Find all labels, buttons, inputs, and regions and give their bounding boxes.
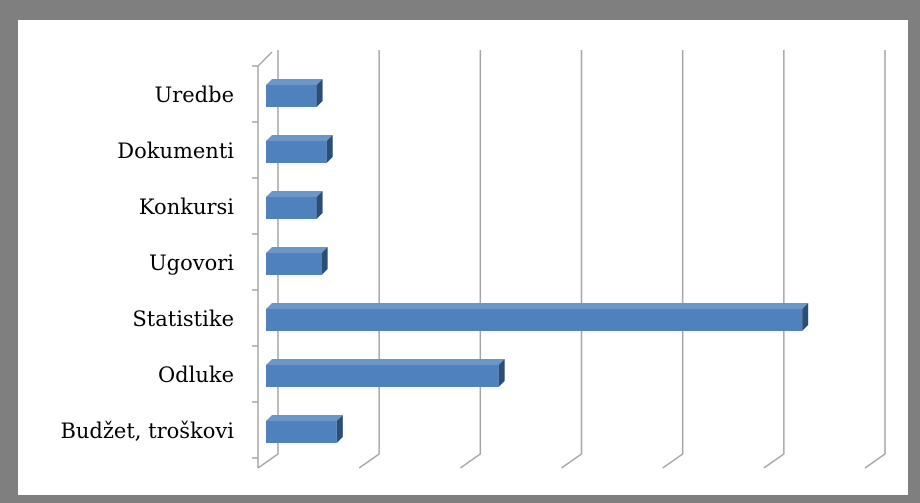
gridlines: [257, 50, 886, 469]
bar-2: [266, 197, 317, 219]
gridline-6: [864, 50, 886, 469]
category-label-2: Konkursi: [139, 195, 234, 219]
category-label-4: Statistike: [132, 307, 234, 331]
bar-5: [266, 365, 499, 387]
bar-top-2: [266, 191, 323, 197]
gridline-4: [662, 50, 684, 469]
category-label-3: Ugovori: [149, 251, 234, 275]
bar-1: [266, 141, 327, 163]
bar-top-0: [266, 79, 323, 85]
bar-side-0: [316, 79, 323, 107]
bar-side-5: [498, 359, 505, 387]
gridline-1: [358, 50, 380, 469]
category-axis: [252, 51, 273, 468]
category-labels: Uredbe Dokumenti Konkursi Ugovori Statistike…: [60, 83, 234, 443]
bar-3: [266, 253, 322, 275]
gridline-5: [763, 50, 785, 469]
bar-top-5: [266, 359, 505, 365]
bars: [266, 79, 809, 443]
category-label-1: Dokumenti: [117, 139, 234, 163]
bar-top-4: [266, 303, 809, 309]
bar-side-2: [316, 191, 323, 219]
bar-side-1: [326, 135, 333, 163]
bar-4: [266, 309, 803, 331]
bar-side-6: [336, 415, 343, 443]
bar-top-6: [266, 415, 343, 421]
category-label-5: Odluke: [158, 363, 234, 387]
category-label-0: Uredbe: [155, 83, 234, 107]
chart-plot-area: [18, 20, 908, 495]
gridline-0: [257, 50, 279, 469]
category-label-6: Budžet, troškovi: [60, 419, 234, 443]
bar-top-3: [266, 247, 328, 253]
gridline-3: [561, 50, 583, 469]
bar-top-1: [266, 135, 333, 141]
bar-6: [266, 421, 337, 443]
bar-side-4: [802, 303, 809, 331]
bar-0: [266, 85, 317, 107]
bar-side-3: [321, 247, 328, 275]
gridline-2: [459, 50, 482, 469]
